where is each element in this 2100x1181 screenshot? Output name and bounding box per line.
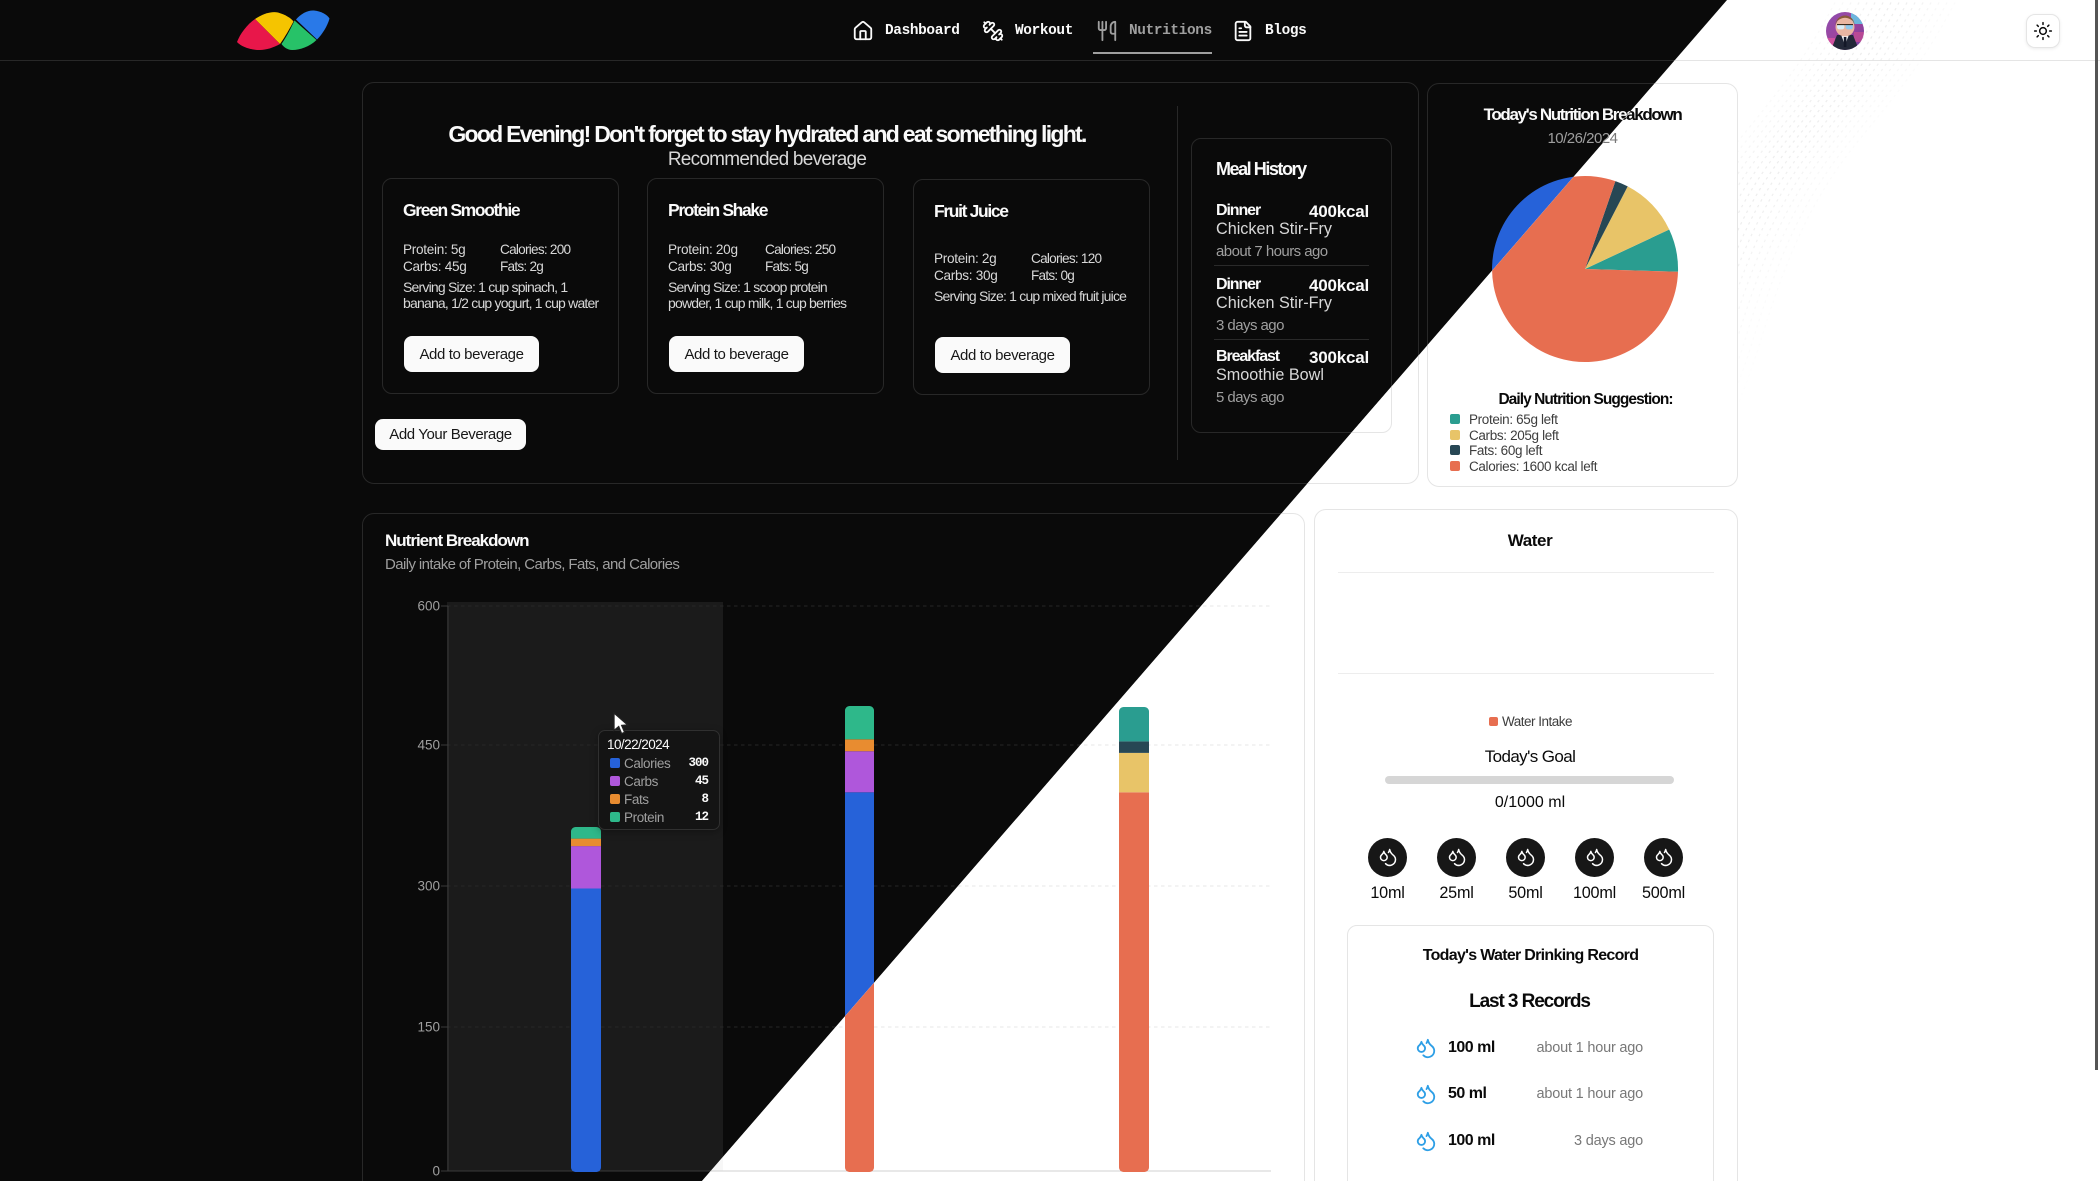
svg-text:300: 300 bbox=[417, 879, 440, 894]
svg-text:450: 450 bbox=[417, 738, 440, 753]
svg-text:600: 600 bbox=[417, 599, 440, 614]
svg-text:0: 0 bbox=[432, 1164, 440, 1179]
svg-text:150: 150 bbox=[417, 1020, 440, 1035]
